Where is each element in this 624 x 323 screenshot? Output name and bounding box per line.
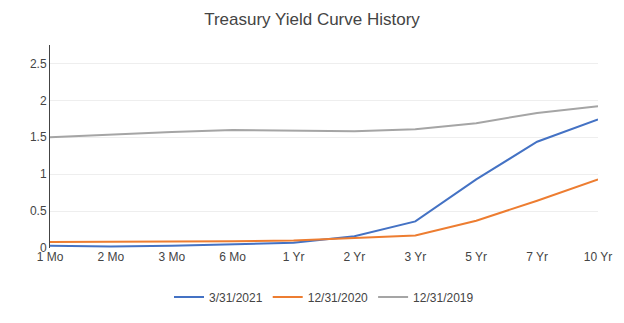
svg-text:1: 1 xyxy=(40,167,47,181)
svg-text:3/31/2021: 3/31/2021 xyxy=(209,291,263,305)
svg-text:12/31/2019: 12/31/2019 xyxy=(413,291,473,305)
svg-text:0: 0 xyxy=(40,241,47,255)
svg-text:0.5: 0.5 xyxy=(30,204,47,218)
svg-text:2.5: 2.5 xyxy=(30,57,47,71)
svg-text:1 Yr: 1 Yr xyxy=(283,250,305,264)
svg-text:12/31/2020: 12/31/2020 xyxy=(308,291,368,305)
svg-text:7 Yr: 7 Yr xyxy=(526,250,548,264)
svg-text:Treasury Yield Curve History: Treasury Yield Curve History xyxy=(204,10,420,29)
svg-text:1 Mo: 1 Mo xyxy=(37,250,64,264)
svg-text:3 Yr: 3 Yr xyxy=(404,250,426,264)
svg-text:5 Yr: 5 Yr xyxy=(465,250,487,264)
svg-text:2: 2 xyxy=(40,94,47,108)
svg-text:6 Mo: 6 Mo xyxy=(219,250,246,264)
svg-text:1.5: 1.5 xyxy=(30,130,47,144)
svg-text:2 Mo: 2 Mo xyxy=(98,250,125,264)
svg-text:2 Yr: 2 Yr xyxy=(344,250,366,264)
svg-text:3 Mo: 3 Mo xyxy=(158,250,185,264)
svg-text:10 Yr: 10 Yr xyxy=(584,250,612,264)
